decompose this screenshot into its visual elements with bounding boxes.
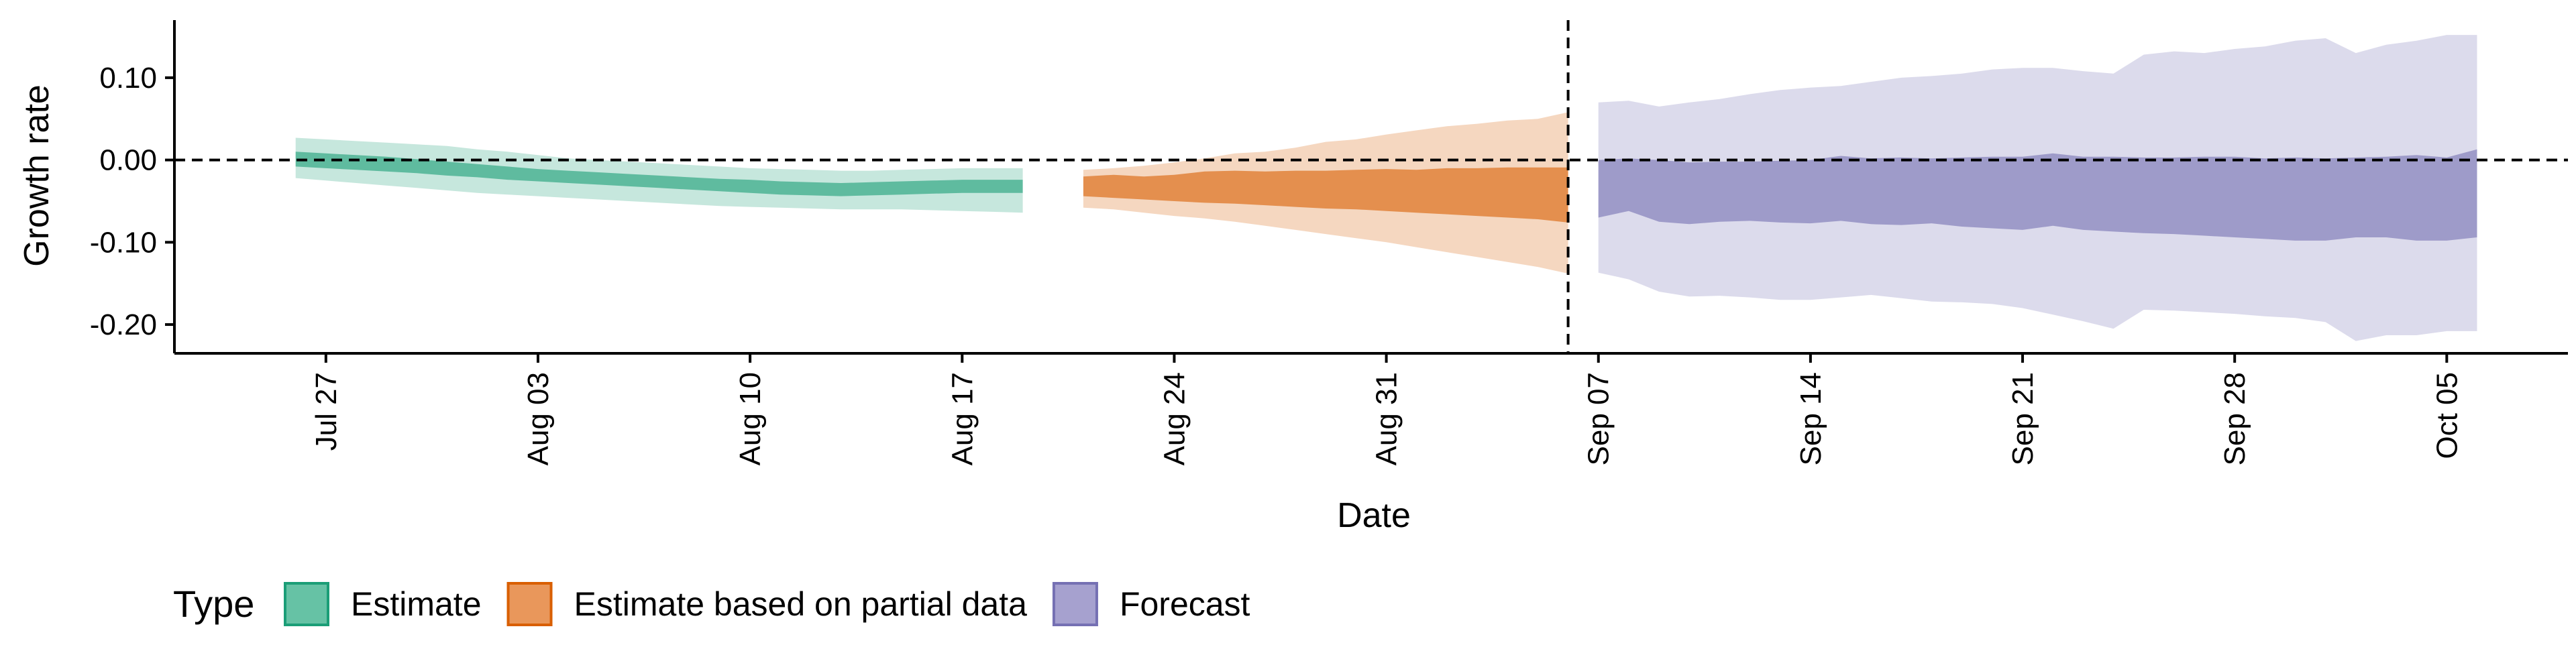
axes: 0.10 0.00 -0.10 -0.20 Jul 27 Aug 03 Aug 10 Aug … (90, 20, 2568, 465)
legend-entries: Estimate Estimate based on partial data Fo… (284, 582, 1250, 626)
estimate-outer-band (295, 137, 1023, 213)
legend-label-estimate-based-on-partial-data: Estimate based on partial data (574, 585, 1028, 623)
x-tick-label: Aug 03 (522, 372, 555, 465)
x-tick-label: Aug 24 (1158, 372, 1191, 465)
y-tick-label: -0.10 (90, 226, 157, 259)
forecast-inner-band (1598, 149, 2477, 241)
legend: Type Estimate Estimate based on partial d… (173, 582, 1250, 626)
x-tick-label: Sep 28 (2218, 372, 2251, 465)
x-tick-label: Aug 10 (734, 372, 767, 465)
x-axis-title: Date (1337, 496, 1411, 535)
x-tick-label: Sep 21 (2006, 372, 2039, 465)
legend-label-forecast: Forecast (1120, 585, 1250, 623)
legend-key-estimate-based-on-partial-data (506, 582, 553, 626)
estimate-inner-band (295, 152, 1023, 196)
plot-bands (295, 35, 2477, 341)
y-tick-label: 0.10 (99, 62, 157, 95)
reference-lines (174, 20, 2568, 353)
y-axis-title: Growth rate (17, 84, 56, 267)
y-tick-label: 0.00 (99, 144, 157, 177)
legend-key-estimate (284, 582, 329, 626)
x-tick-label: Aug 31 (1371, 372, 1403, 465)
x-tick-label: Aug 17 (946, 372, 979, 465)
legend-title: Type (173, 583, 254, 625)
estimate-based-on-partial-data-inner-band (1083, 167, 1568, 223)
legend-label-estimate: Estimate (351, 585, 482, 623)
x-tick-label: Sep 07 (1582, 372, 1615, 465)
x-tick-label: Oct 05 (2430, 372, 2463, 459)
x-tick-label: Sep 14 (1794, 372, 1827, 465)
x-tick-label: Jul 27 (310, 372, 343, 451)
legend-key-forecast (1052, 582, 1098, 626)
y-tick-label: -0.20 (90, 308, 157, 341)
